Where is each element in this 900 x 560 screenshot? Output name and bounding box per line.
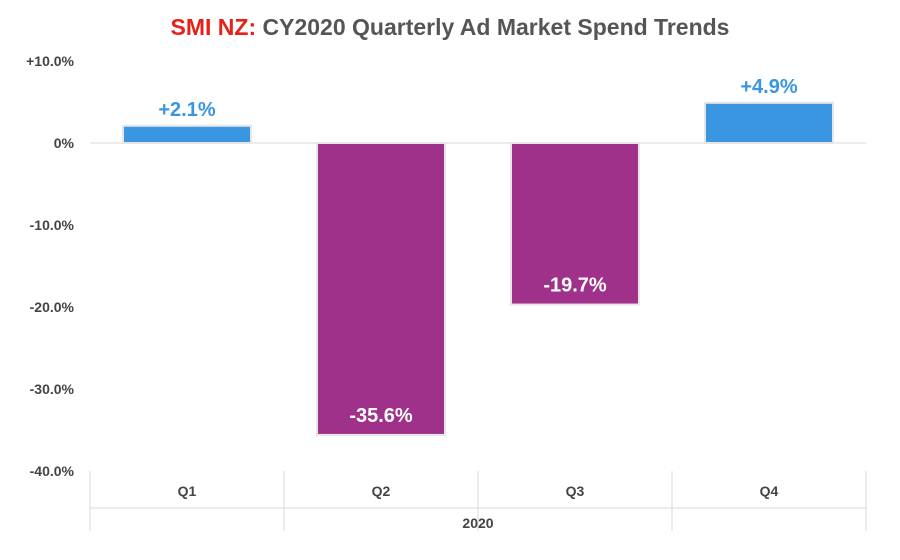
bar-q1 [122, 124, 252, 144]
y-tick-label: +10.0% [26, 53, 74, 69]
x-tick-label-q3: Q3 [566, 483, 585, 499]
bar-q3 [510, 142, 640, 306]
x-tick-label-q1: Q1 [178, 483, 197, 499]
y-tick-label: -30.0% [30, 381, 75, 397]
x-group-label: 2020 [462, 515, 493, 531]
data-label-q3: -19.7% [543, 275, 607, 297]
data-label-q2: -35.6% [349, 405, 413, 427]
bar-q2 [316, 142, 446, 436]
chart-title: SMI NZ: CY2020 Quarterly Ad Market Spend… [0, 14, 900, 41]
x-tick-label-q4: Q4 [760, 483, 779, 499]
chart-title-brand: SMI NZ: [170, 14, 257, 40]
x-tick-label-q2: Q2 [372, 483, 391, 499]
chart-title-text: CY2020 Quarterly Ad Market Spend Trends [262, 14, 730, 40]
data-label-q1: +2.1% [158, 99, 215, 121]
y-tick-label: -10.0% [30, 217, 75, 233]
y-tick-label: -20.0% [30, 299, 75, 315]
y-tick-label: -40.0% [30, 463, 75, 479]
y-tick-label: 0% [54, 135, 75, 151]
bar-q4 [704, 101, 834, 144]
data-label-q4: +4.9% [740, 76, 797, 98]
